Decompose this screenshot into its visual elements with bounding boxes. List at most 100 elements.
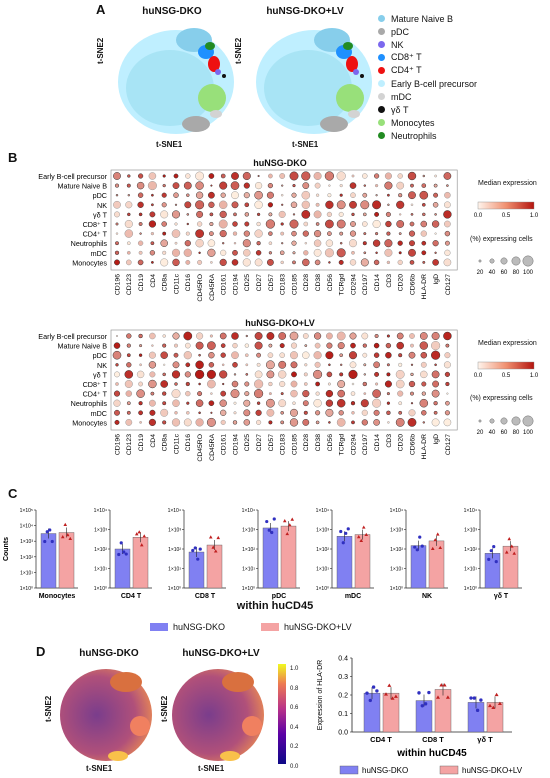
- dotplot-dot: [220, 352, 226, 358]
- legend-label: Early B-cell precursor: [391, 78, 478, 89]
- colorbar-tick: 1.0: [290, 666, 299, 672]
- y-tick-label: 0.4: [338, 656, 348, 663]
- dotplot-dot: [431, 332, 440, 340]
- dotplot-dot: [138, 212, 143, 217]
- legend-swatch: [378, 28, 385, 35]
- y-tick-label: 1×10³: [168, 528, 181, 534]
- dotplot-dot: [375, 194, 378, 197]
- dotplot-dot: [372, 200, 382, 210]
- dotplot-dot: [268, 212, 273, 217]
- dotplot-dot: [161, 192, 167, 198]
- dotplot-dot: [172, 258, 180, 267]
- dotplot-dot: [196, 210, 204, 218]
- dotplot-dot: [431, 220, 440, 228]
- dotplot-dot: [337, 389, 346, 398]
- dotplot-dot: [325, 239, 334, 247]
- y-tick-label: 1×10³: [464, 528, 477, 534]
- dotplot-dot: [185, 259, 191, 265]
- dotplot-dot: [397, 240, 403, 246]
- data-point: [438, 545, 443, 550]
- dotplot-dot: [324, 171, 335, 181]
- size-legend-dot: [500, 257, 508, 265]
- data-point: [267, 528, 271, 532]
- data-point: [122, 550, 126, 554]
- dotplot-dot: [245, 373, 249, 376]
- dotplot-dot: [220, 390, 227, 397]
- y-axis-label: Counts: [3, 537, 10, 561]
- dotplot-dot: [396, 220, 405, 228]
- dotplot-dot: [398, 410, 403, 415]
- legend-label: Monocytes: [391, 117, 435, 128]
- dotplot-marker-label: CD4: [150, 434, 157, 448]
- category-label: CD8 T: [422, 735, 444, 744]
- dotplot-dot: [363, 232, 367, 236]
- y-tick-label: 1×10²: [94, 547, 107, 553]
- dotplot-dot: [231, 201, 239, 209]
- bar-subplot: 1×10⁴ 1×10³ 1×10² 1×10¹ 1×10⁰ CD8 T: [168, 508, 226, 600]
- panel-d-letter: D: [36, 644, 46, 659]
- dotplot-marker-label: CD196: [114, 434, 121, 455]
- category-label: γδ T: [494, 593, 509, 600]
- dotplot-dot: [303, 250, 309, 256]
- dotplot-dot: [172, 182, 180, 190]
- dotplot-dot: [244, 353, 249, 358]
- dotplot-dot: [313, 239, 322, 247]
- dotplot-marker-label: CD11c: [173, 433, 180, 454]
- colorscale-title: Median expression: [478, 180, 537, 187]
- dotplot-row-label: Monocytes: [72, 258, 107, 267]
- dotplot-dot: [409, 260, 415, 265]
- dotplot-dot: [207, 239, 216, 247]
- data-point: [494, 692, 499, 697]
- dotplot-dot: [385, 351, 392, 359]
- data-point: [346, 527, 350, 531]
- dotplot-dot: [434, 232, 437, 235]
- dotplot-dot: [137, 173, 144, 179]
- colorbar-ticks: 1.0 0.8 0.6 0.4 0.2 0.0: [290, 660, 298, 777]
- dotplot-dot: [410, 391, 414, 396]
- bar-subplot: 1×10⁴ 1×10³ 1×10² 1×10¹ 1×10⁰ CD4 T: [94, 508, 152, 600]
- dotplot-dot: [349, 259, 357, 266]
- dotplot-dot: [409, 333, 415, 339]
- dotplot-dot: [289, 418, 299, 427]
- dotplot-dot: [444, 371, 450, 377]
- dotplot-marker-label: CD20: [398, 274, 405, 292]
- dotplot-dot: [184, 240, 191, 247]
- dotplot-dot: [268, 392, 272, 396]
- dotplot-dot: [136, 181, 145, 190]
- panel-a-title-left: huNSG-DKO: [142, 6, 202, 17]
- dotplot-dot: [410, 372, 414, 377]
- data-point: [270, 530, 274, 535]
- legend-swatch: [378, 119, 385, 126]
- y-tick-label: 1×10³: [316, 528, 329, 534]
- data-point: [68, 536, 73, 540]
- dotplot-dot: [268, 173, 273, 179]
- dotplot-marker-label: CD194: [232, 274, 239, 295]
- size-legend-dot: [500, 417, 508, 425]
- dotplot-dot: [444, 220, 451, 228]
- legend-label: Neutrophils: [391, 130, 437, 141]
- dotplot-dot: [256, 212, 261, 217]
- data-point: [216, 535, 221, 540]
- dotplot-dot: [397, 390, 404, 397]
- dotplot-dot: [185, 410, 190, 415]
- legend-item: Early B-cell precursor: [378, 77, 477, 90]
- dotplot-dot: [385, 220, 392, 228]
- dotplot-dot: [138, 410, 143, 416]
- data-point: [45, 530, 49, 534]
- y-tick-label: 1×10⁰: [390, 586, 403, 592]
- dotplot-dot: [233, 401, 237, 405]
- dotplot-dot: [327, 231, 332, 236]
- legend-item: huNSG-DKO+LV: [261, 622, 352, 632]
- dotplot-dot: [148, 379, 157, 389]
- dotplot-dot: [421, 250, 427, 256]
- dotplot-dot: [360, 200, 370, 210]
- dotplot-dot: [325, 351, 334, 360]
- y-tick-label: 0.2: [338, 693, 348, 700]
- data-point: [60, 535, 65, 539]
- dotplot-dot: [349, 200, 357, 209]
- dotplot-dot: [396, 200, 405, 209]
- y-axis-label: Expression of HLA-DR: [317, 660, 324, 730]
- legend-swatch: [439, 765, 459, 775]
- dotplot-dot: [137, 201, 144, 208]
- bar-subplot: 1×10⁴ 1×10³ 1×10² 1×10¹ 1×10⁰ NK: [390, 508, 448, 600]
